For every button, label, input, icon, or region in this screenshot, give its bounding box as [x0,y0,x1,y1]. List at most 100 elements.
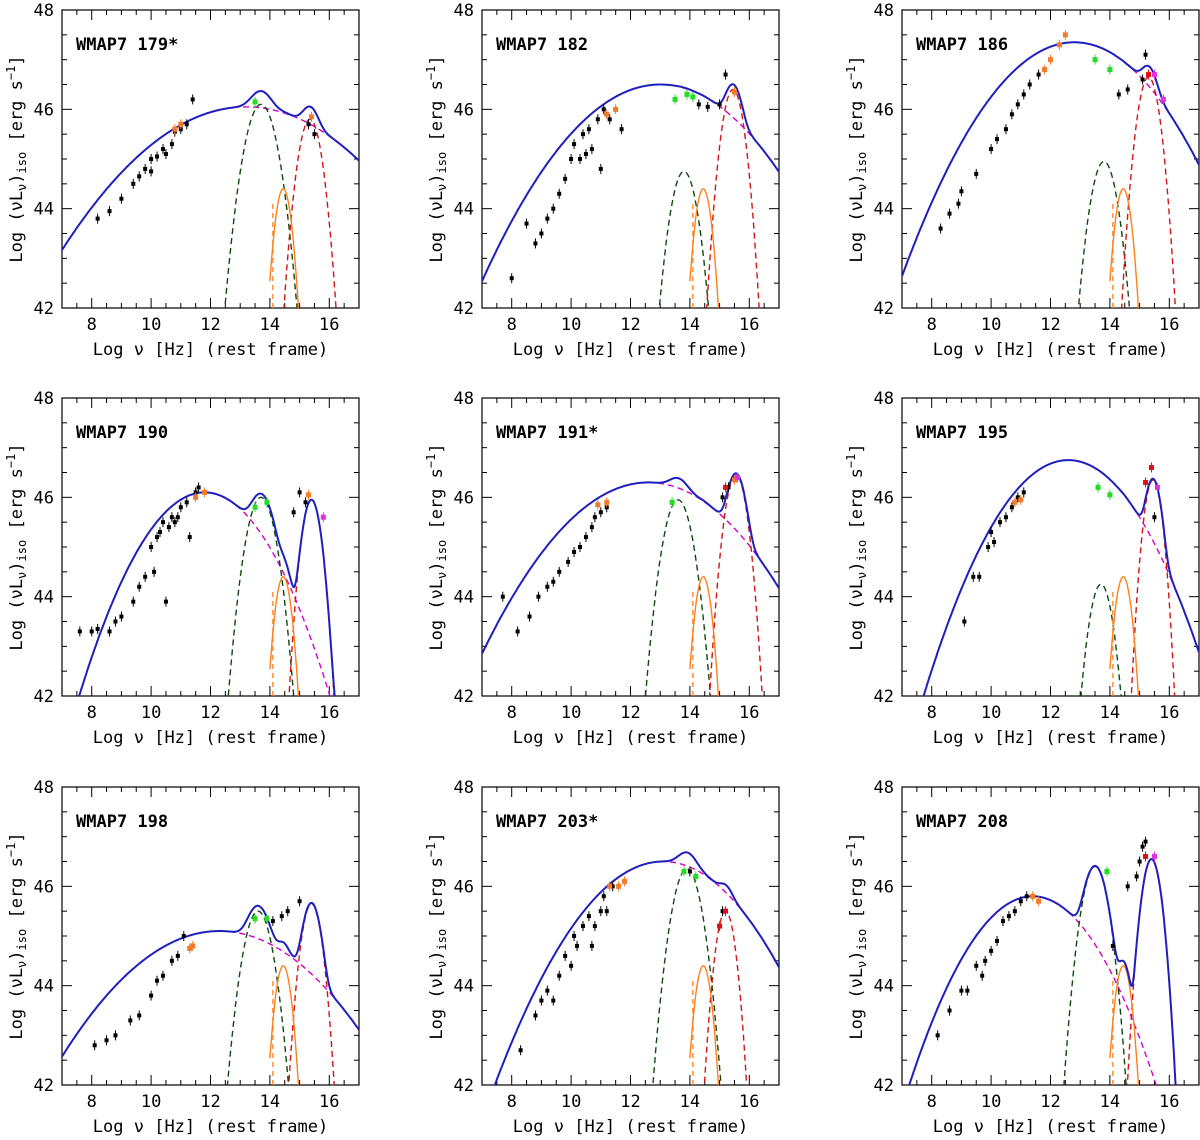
y-tick-label: 44 [874,588,894,608]
x-tick-label: 10 [141,1092,161,1112]
y-axis-title: Log (νLν)iso [erg s−1] [424,55,449,262]
torus-curve [224,103,298,308]
y-axis-title: Log (νLν)iso [erg s−1] [844,55,869,262]
y-tick-label: 42 [34,687,54,707]
x-axis-title: Log ν [Hz] (rest frame) [93,340,328,360]
total-model-curve [482,472,779,655]
x-tick-label: 16 [1159,315,1179,335]
synchrotron-curve [62,106,359,251]
total-model-curve [482,83,779,282]
host-galaxy-curve [269,188,300,308]
y-tick-label: 46 [34,877,54,897]
panel-title: WMAP7 186 [916,35,1008,55]
disk-curve [1130,479,1176,696]
y-tick-label: 46 [874,877,894,897]
x-tick-label: 12 [620,703,640,723]
x-tick-label: 8 [87,315,97,335]
model-curves [908,836,1177,1085]
total-model-curve [493,851,779,1085]
host-galaxy-curve [1109,965,1140,1085]
x-tick-label: 8 [87,1092,97,1112]
y-tick-label: 46 [874,100,894,120]
y-axis-title: Log (νLν)iso [erg s−1] [424,443,449,650]
torus-curve [226,910,290,1085]
x-axis-title: Log ν [Hz] (rest frame) [93,728,328,748]
y-axis-title: Log (νLν)iso [erg s−1] [4,443,29,650]
host-galaxy-curve [1109,576,1140,696]
y-tick-label: 48 [454,1,474,21]
synchrotron-curve [922,459,1199,696]
host-galaxy-curve [1109,188,1140,308]
x-axis-title: Log ν [Hz] (rest frame) [93,1117,328,1137]
y-tick-label: 46 [454,100,474,120]
total-model-curve [78,491,336,696]
synchrotron-curve [482,83,779,282]
x-tick-label: 14 [680,1092,700,1112]
y-tick-label: 42 [34,1076,54,1096]
host-galaxy-curve [689,576,720,696]
x-tick-label: 10 [981,1092,1001,1112]
total-model-curve [62,90,359,251]
y-tick-label: 44 [34,200,54,220]
x-tick-label: 12 [1040,703,1060,723]
x-tick-label: 10 [981,315,1001,335]
panel-title: WMAP7 190 [76,423,168,443]
x-tick-label: 10 [561,1092,581,1112]
total-model-curve [62,901,359,1058]
y-tick-label: 44 [34,588,54,608]
panel-title: WMAP7 208 [916,812,1008,832]
y-tick-label: 44 [874,200,894,220]
x-tick-label: 14 [1100,315,1120,335]
sed-panel: 8 10 12 14 16 42 44 46 48 Log ν [Hz] (rest frame)… [424,778,780,1137]
y-axis-title: Log (νLν)iso [erg s−1] [844,832,869,1039]
x-tick-label: 16 [1159,1092,1179,1112]
total-model-curve [908,857,1177,1085]
disk-curve [1120,76,1177,308]
panel-title: WMAP7 203* [496,812,598,832]
host-galaxy-curve [269,965,300,1085]
x-tick-label: 14 [1100,703,1120,723]
x-tick-label: 8 [507,703,517,723]
x-tick-label: 12 [200,703,220,723]
sed-panel: 8 10 12 14 16 42 44 46 48 Log ν [Hz] (rest frame)… [4,778,360,1137]
panel-title: WMAP7 179* [76,35,178,55]
y-tick-label: 44 [454,200,474,220]
sed-panel: 8 10 12 14 16 42 44 46 48 Log ν [Hz] (rest frame)… [424,1,780,360]
y-axis-title: Log (νLν)iso [erg s−1] [4,55,29,262]
synchrotron-curve [482,481,779,655]
y-tick-label: 48 [34,778,54,798]
x-tick-label: 12 [200,315,220,335]
panel-title: WMAP7 195 [916,423,1008,443]
model-curves [493,851,779,1085]
model-curves [922,459,1199,696]
disk-curve [288,499,335,696]
y-tick-label: 48 [454,389,474,409]
y-tick-label: 48 [34,1,54,21]
y-tick-label: 46 [34,488,54,508]
disk-curve [1126,858,1177,1085]
model-curves [77,482,336,696]
x-tick-label: 8 [507,1092,517,1112]
x-tick-label: 14 [260,315,280,335]
x-tick-label: 12 [620,1092,640,1112]
x-tick-label: 8 [927,315,937,335]
disk-curve [288,902,335,1085]
x-axis-title: Log ν [Hz] (rest frame) [933,1117,1168,1137]
x-axis-title: Log ν [Hz] (rest frame) [513,1117,748,1137]
x-tick-label: 14 [260,703,280,723]
model-curves [482,69,779,308]
y-tick-label: 44 [874,977,894,997]
x-tick-label: 10 [561,315,581,335]
model-curves [902,29,1199,308]
torus-curve [227,496,295,696]
y-tick-label: 42 [454,1076,474,1096]
y-tick-label: 48 [874,778,894,798]
y-tick-label: 42 [874,299,894,319]
y-tick-label: 48 [874,389,894,409]
y-tick-label: 44 [454,588,474,608]
x-tick-label: 16 [739,703,759,723]
y-tick-label: 42 [454,687,474,707]
disk-curve [283,118,337,308]
x-tick-label: 10 [141,703,161,723]
